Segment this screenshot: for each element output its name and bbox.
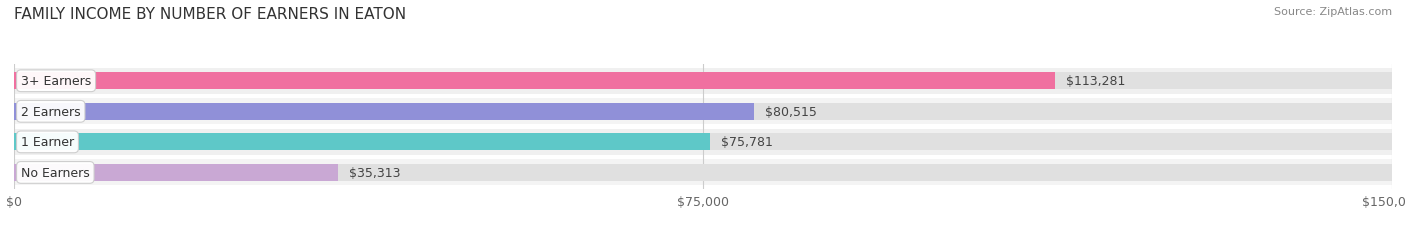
Bar [14, 160, 1392, 186]
Text: FAMILY INCOME BY NUMBER OF EARNERS IN EATON: FAMILY INCOME BY NUMBER OF EARNERS IN EA… [14, 7, 406, 22]
Text: $113,281: $113,281 [1066, 75, 1125, 88]
Bar [14, 164, 1392, 181]
Text: No Earners: No Earners [21, 166, 90, 179]
Bar [14, 68, 1392, 94]
Bar [14, 99, 1392, 125]
Text: 2 Earners: 2 Earners [21, 105, 80, 118]
Bar [14, 164, 339, 181]
Bar [14, 103, 1392, 120]
Bar [14, 73, 1054, 90]
Bar [14, 73, 1392, 90]
Text: $35,313: $35,313 [350, 166, 401, 179]
Text: Source: ZipAtlas.com: Source: ZipAtlas.com [1274, 7, 1392, 17]
Text: 1 Earner: 1 Earner [21, 136, 75, 149]
Text: $75,781: $75,781 [721, 136, 773, 149]
Bar [14, 103, 754, 120]
Text: $80,515: $80,515 [765, 105, 817, 118]
Bar [14, 129, 1392, 155]
Bar [14, 134, 710, 151]
Text: 3+ Earners: 3+ Earners [21, 75, 91, 88]
Bar [14, 134, 1392, 151]
